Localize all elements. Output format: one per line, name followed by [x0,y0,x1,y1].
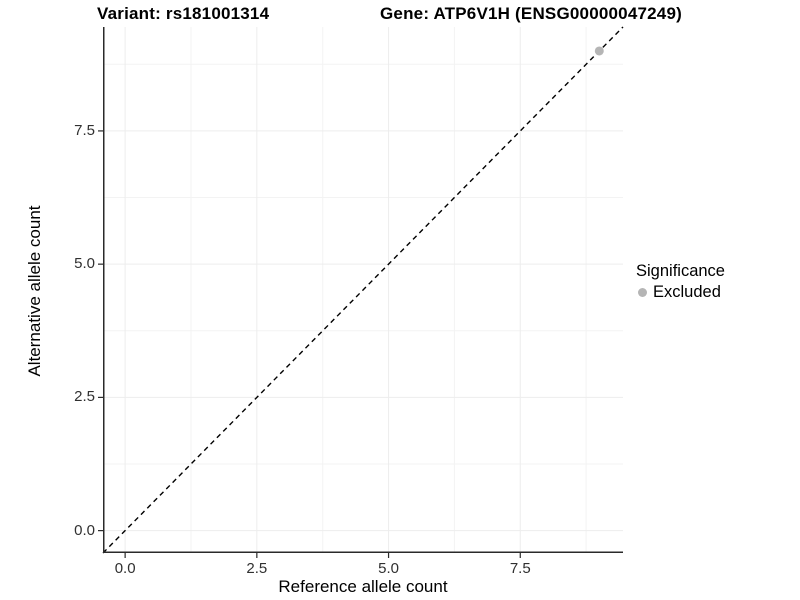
legend: Significance Excluded [636,262,725,302]
y-tick-label: 2.5 [74,388,95,406]
x-tick-label: 5.0 [378,560,399,577]
y-axis-title: Alternative allele count [25,205,44,377]
y-tick-label: 7.5 [74,121,95,139]
y-tick-label: 0.0 [74,521,95,539]
y-tick-label: 5.0 [74,255,95,273]
x-tick-label: 7.5 [509,560,531,577]
identity-line [102,26,624,554]
scatter-plot-panel [98,26,624,558]
legend-title: Significance [636,262,725,280]
x-tick-label: 2.5 [246,560,268,577]
x-axis-title: Reference allele count [278,577,448,596]
legend-key-dot-icon [638,288,647,297]
data-point [594,46,604,56]
legend-item-excluded: Excluded [636,283,725,302]
gene-title: Gene: ATP6V1H (ENSG00000047249) [380,4,682,23]
variant-title: Variant: rs181001314 [97,4,270,23]
legend-item-label: Excluded [653,283,721,301]
x-tick-label: 0.0 [114,560,136,577]
